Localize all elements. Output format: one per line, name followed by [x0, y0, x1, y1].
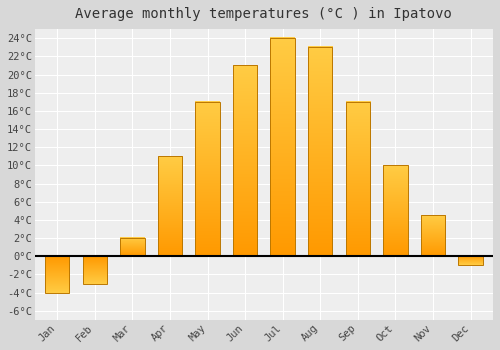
Title: Average monthly temperatures (°C ) in Ipatovo: Average monthly temperatures (°C ) in Ip…: [76, 7, 452, 21]
Bar: [158, 156, 182, 256]
Bar: [270, 38, 295, 256]
Bar: [196, 102, 220, 256]
Bar: [458, 256, 482, 265]
Bar: [308, 47, 332, 256]
Bar: [420, 215, 445, 256]
Bar: [45, 256, 70, 293]
Bar: [120, 238, 144, 256]
Bar: [82, 256, 107, 284]
Bar: [233, 65, 258, 256]
Bar: [383, 166, 407, 256]
Bar: [346, 102, 370, 256]
